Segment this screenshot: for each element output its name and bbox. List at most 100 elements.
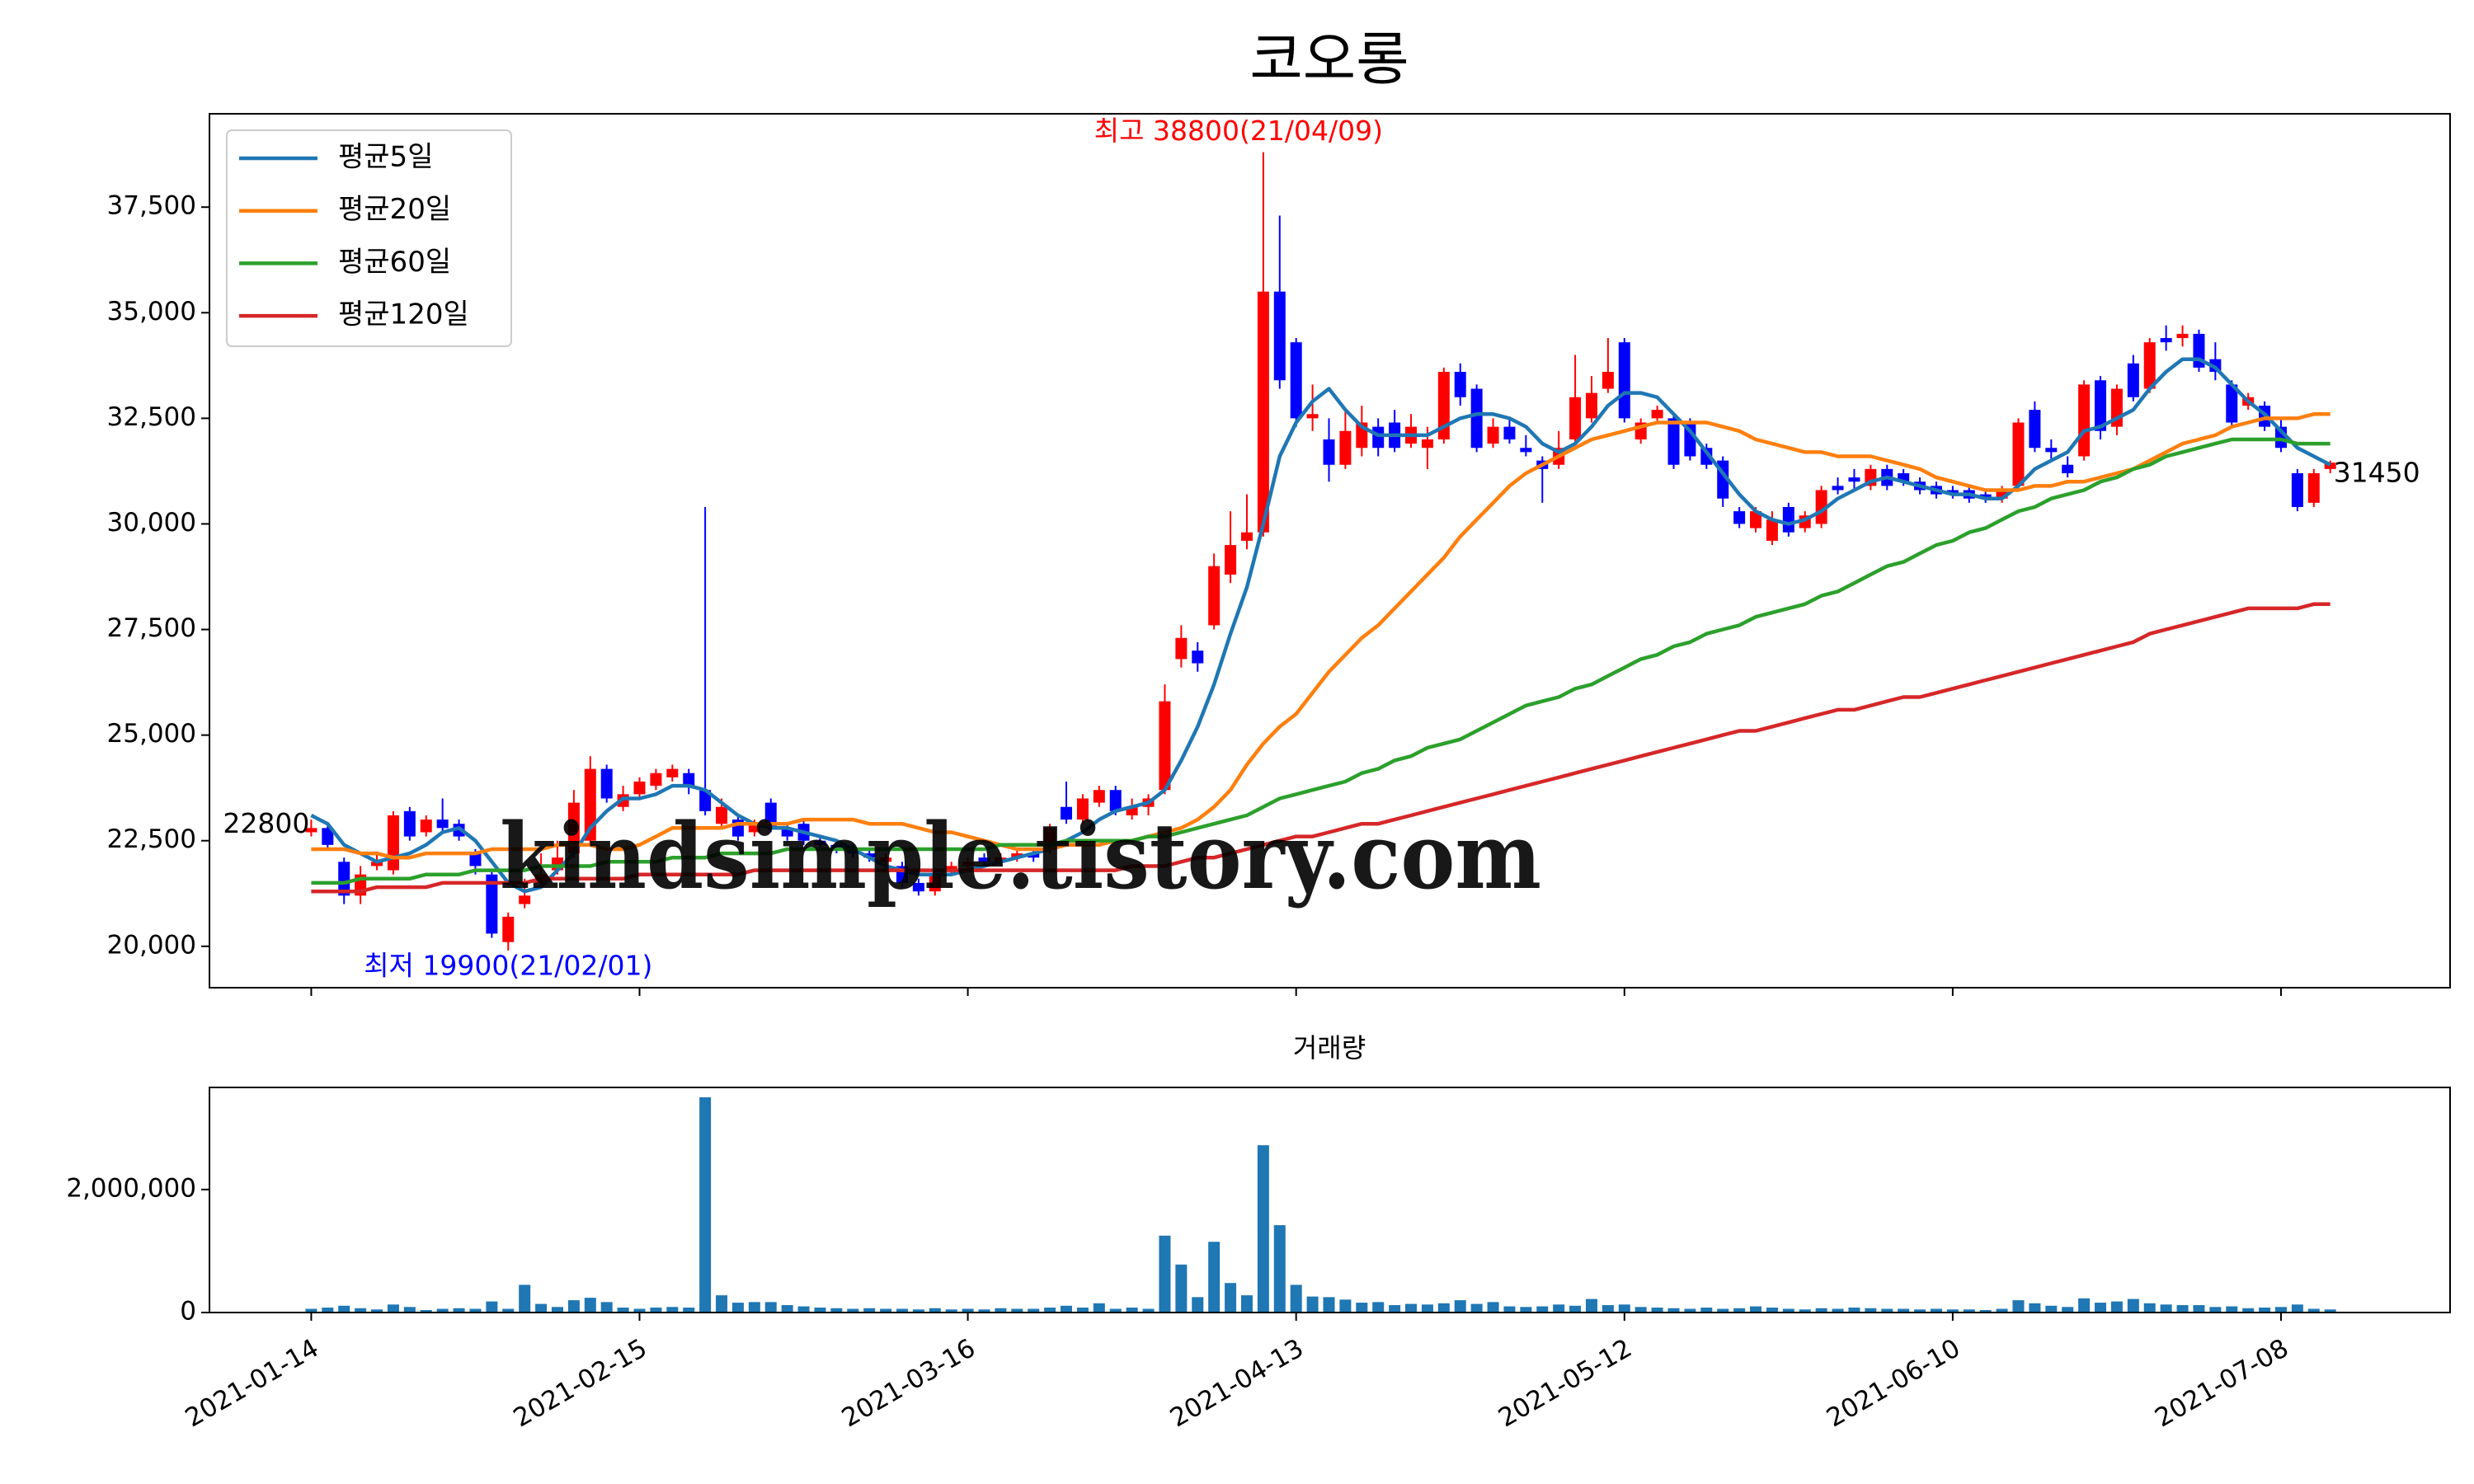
volume-bar [1733, 1308, 1746, 1313]
candle-body [1437, 372, 1450, 440]
candle-body [2307, 472, 2320, 503]
candle-body [1109, 790, 1122, 811]
volume-bar [2242, 1308, 2255, 1313]
candle-body [2127, 363, 2139, 397]
volume-bar [716, 1295, 728, 1313]
volume-bar [519, 1284, 531, 1313]
candle-body [436, 819, 449, 829]
ma-line [311, 602, 2331, 894]
volume-bar [469, 1308, 482, 1313]
volume-bar [731, 1303, 744, 1313]
volume-bar [2176, 1305, 2189, 1313]
candle-body [748, 824, 760, 833]
y-tick-label: 35,000 [107, 297, 196, 326]
volume-bar [1290, 1284, 1302, 1313]
candle-body [1585, 392, 1597, 419]
candle-body [2143, 342, 2156, 389]
volume-bar [1618, 1304, 1630, 1313]
candle-body [1733, 511, 1746, 524]
volume-bar [1142, 1308, 1155, 1313]
volume-bar [1225, 1283, 1237, 1313]
candle-body [1093, 790, 1105, 803]
volume-bar [584, 1298, 596, 1313]
candle-body [1782, 506, 1794, 533]
candle-body [1848, 477, 1860, 482]
volume-bar [1356, 1303, 1368, 1313]
volume-bar [1011, 1308, 1023, 1313]
candle-body [764, 802, 777, 829]
volume-bar [2095, 1303, 2107, 1313]
candle-body [420, 819, 432, 833]
volume-bar [1061, 1305, 1073, 1313]
ma-line [311, 412, 2331, 860]
watermark: kindsimple.tistory.com [500, 803, 1541, 909]
y-tick-label: 30,000 [107, 508, 196, 538]
candle-body [2045, 448, 2058, 453]
volume-bar [1914, 1309, 1926, 1313]
volume-bar [1930, 1308, 1942, 1313]
candle-body [1323, 439, 1335, 465]
legend-label: 평균60일 [338, 246, 451, 279]
y-tick-label: 20,000 [107, 930, 196, 960]
candle-body [1290, 342, 1302, 419]
volume-bar [1306, 1296, 1319, 1313]
volume-bar [1585, 1298, 1597, 1313]
volume-bar [535, 1303, 548, 1313]
candle-body [2095, 380, 2107, 431]
volume-bar [962, 1308, 974, 1313]
volume-bar [1536, 1306, 1549, 1313]
candle-body [666, 768, 679, 777]
volume-bar [1109, 1308, 1122, 1313]
volume-bar [453, 1308, 465, 1313]
y-tick-label: 37,500 [107, 191, 196, 221]
volume-bar [1389, 1305, 1401, 1313]
candle-body [403, 810, 416, 837]
volume-bar [1323, 1297, 1335, 1313]
candle-body [1028, 853, 1040, 858]
end-close-label: 31450 [2334, 457, 2420, 489]
candle-body [1339, 430, 1352, 465]
candle-body [2176, 333, 2189, 339]
volume-bar [600, 1302, 613, 1313]
volume-bar [1503, 1306, 1516, 1313]
candle-body [1684, 422, 1696, 457]
volume-bar [1651, 1308, 1663, 1313]
candle-body [2029, 410, 2041, 448]
volume-bar [420, 1310, 432, 1313]
candle-body [1011, 853, 1023, 858]
volume-bar [2029, 1303, 2041, 1313]
volume-bar [551, 1307, 563, 1313]
volume-bar [1865, 1308, 1877, 1313]
candle-body [1766, 519, 1778, 541]
candle-body [1470, 388, 1483, 448]
candle-body [814, 840, 826, 845]
volume-bar [2143, 1303, 2156, 1313]
candle-body [1503, 426, 1516, 440]
candle-body [1257, 291, 1269, 533]
volume-bar [2226, 1306, 2238, 1313]
candle-body [1126, 806, 1138, 815]
volume-bar [1750, 1306, 1762, 1313]
volume-bar [683, 1308, 695, 1313]
candle-body [716, 806, 728, 824]
candle-body [1487, 426, 1499, 444]
volume-bar [666, 1307, 679, 1313]
candle-body [880, 857, 892, 862]
volume-bar [912, 1309, 924, 1313]
volume-bar [1240, 1295, 1253, 1313]
volume-bar [1553, 1304, 1565, 1313]
candle-body [1815, 490, 1827, 524]
volume-bar [1273, 1225, 1286, 1313]
y-tick-label: 2,000,000 [66, 1173, 196, 1203]
volume-bar [2078, 1298, 2091, 1313]
volume-bar [1766, 1308, 1778, 1313]
candle-body [1667, 418, 1680, 465]
candle-body [1372, 426, 1385, 448]
volume-bar [1126, 1308, 1138, 1313]
candle-body [1240, 532, 1253, 541]
volume-bar [2127, 1298, 2139, 1313]
candle-body [1602, 372, 1614, 389]
volume-bar [995, 1308, 1007, 1313]
